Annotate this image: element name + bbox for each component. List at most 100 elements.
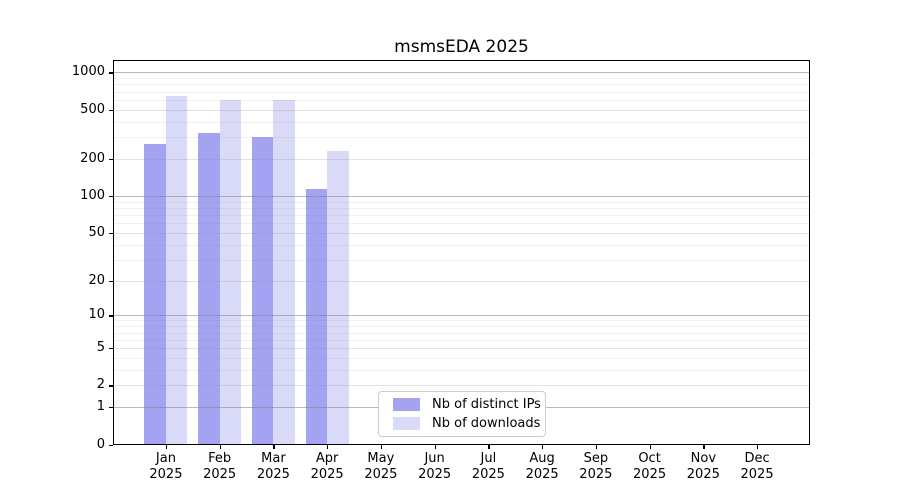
- gridline-700: [113, 91, 810, 93]
- bar-downloads-Apr: [327, 151, 349, 445]
- gridline-2: [113, 385, 810, 387]
- x-tick-year: 2025: [256, 466, 290, 482]
- chart-title: msmsEDA 2025: [394, 37, 529, 57]
- x-tick-year: 2025: [740, 466, 774, 482]
- x-tick-label-Jun: Jun 2025: [405, 451, 465, 483]
- x-tick-label-Oct: Oct 2025: [620, 451, 680, 483]
- bar-distinct-ips-Mar: [251, 137, 274, 445]
- y-tick-label: 5: [96, 340, 105, 355]
- x-tick-year: 2025: [686, 466, 720, 482]
- legend-swatch-distinct-ips: [393, 398, 420, 411]
- y-tick-1: [109, 407, 113, 409]
- x-tick-label-Jul: Jul 2025: [458, 451, 518, 483]
- y-tick-0: [109, 444, 113, 446]
- x-tick-year: 2025: [633, 466, 667, 482]
- legend-swatch-downloads: [393, 417, 420, 430]
- gridline-600: [113, 99, 810, 101]
- gridline-10: [113, 315, 810, 317]
- y-tick-label: 1: [96, 399, 105, 415]
- gridline-8: [113, 326, 810, 328]
- x-tick-year: 2025: [471, 466, 505, 482]
- gridline-9: [113, 320, 810, 322]
- y-tick-label: 200: [80, 150, 105, 166]
- x-tick-label-Aug: Aug 2025: [512, 451, 572, 483]
- x-tick-year: 2025: [525, 466, 559, 482]
- bar-distinct-ips-Jan: [144, 143, 166, 445]
- x-tick-label-May: May 2025: [351, 451, 411, 483]
- y-tick-label: 10: [88, 307, 105, 323]
- gridline-800: [113, 84, 810, 86]
- x-tick-year: 2025: [203, 466, 237, 482]
- x-tick-Jan: [165, 444, 168, 449]
- bar-downloads-Feb: [219, 100, 242, 445]
- bar-distinct-ips-Feb: [198, 132, 220, 445]
- x-tick-year: 2025: [579, 466, 613, 482]
- gridline-4: [113, 357, 810, 359]
- bar-distinct-ips-Apr: [305, 189, 328, 445]
- x-tick-label-Apr: Apr 2025: [297, 451, 357, 483]
- legend-label: Nb of downloads: [432, 416, 541, 431]
- x-tick-Dec: [757, 444, 759, 449]
- gridline-5: [113, 348, 810, 349]
- y-tick-label: 0: [96, 436, 105, 452]
- x-tick-label-Feb: Feb 2025: [190, 451, 250, 483]
- x-tick-year: 2025: [149, 466, 183, 482]
- gridline-500: [113, 109, 810, 111]
- x-tick-year: 2025: [310, 466, 344, 482]
- x-tick-Mar: [273, 444, 275, 449]
- gridline-90: [113, 201, 810, 203]
- y-tick-10: [109, 315, 113, 317]
- gridline-30: [113, 259, 810, 261]
- gridline-6: [113, 339, 810, 341]
- gridline-50: [113, 232, 810, 234]
- legend: Nb of distinct IPs Nb of downloads: [378, 391, 546, 437]
- y-tick-5: [109, 348, 113, 350]
- y-tick-label: 20: [88, 272, 105, 288]
- gridline-200: [113, 158, 810, 160]
- x-tick-label-Nov: Nov 2025: [673, 451, 733, 483]
- y-tick-label: 100: [80, 187, 105, 203]
- gridline-70: [113, 214, 810, 216]
- gridline-7: [113, 332, 810, 334]
- x-tick-label-Sep: Sep 2025: [566, 451, 626, 483]
- x-tick-Oct: [649, 444, 651, 449]
- gridline-300: [113, 137, 810, 139]
- x-tick-May: [380, 444, 383, 449]
- y-tick-label: 2: [96, 377, 105, 393]
- y-tick-label: 500: [80, 101, 105, 117]
- x-tick-label-Dec: Dec 2025: [727, 451, 787, 483]
- legend-item-distinct-ips: Nb of distinct IPs: [387, 397, 541, 412]
- x-tick-Nov: [703, 444, 705, 449]
- x-tick-year: 2025: [364, 466, 398, 482]
- gridline-400: [113, 121, 810, 123]
- y-tick-50: [109, 232, 113, 234]
- gridline-1000: [113, 72, 810, 74]
- y-tick-200: [109, 158, 113, 161]
- gridline-40: [113, 244, 810, 246]
- gridline-20: [113, 280, 810, 282]
- legend-item-downloads: Nb of downloads: [387, 416, 541, 431]
- gridline-60: [113, 223, 810, 225]
- x-tick-Aug: [542, 444, 544, 449]
- gridline-100: [113, 195, 810, 197]
- x-tick-Apr: [327, 444, 329, 449]
- y-tick-2: [109, 385, 113, 387]
- y-tick-1000: [109, 72, 113, 74]
- gridline-80: [113, 207, 810, 209]
- y-tick-500: [109, 109, 113, 111]
- y-tick-label: 1000: [71, 64, 105, 80]
- x-tick-Feb: [219, 444, 221, 449]
- x-tick-label-Jan: Jan 2025: [136, 451, 196, 483]
- y-tick-label: 50: [88, 224, 105, 240]
- gridline-900: [113, 78, 810, 80]
- x-tick-label-Mar: Mar 2025: [243, 451, 303, 483]
- x-tick-Sep: [595, 444, 598, 449]
- bar-downloads-Mar: [273, 99, 295, 445]
- plot-area: [113, 60, 810, 445]
- y-tick-20: [109, 280, 113, 282]
- y-tick-100: [109, 195, 113, 198]
- bar-downloads-Jan: [165, 96, 188, 445]
- gridline-3: [113, 369, 810, 371]
- x-tick-Jul: [488, 444, 490, 449]
